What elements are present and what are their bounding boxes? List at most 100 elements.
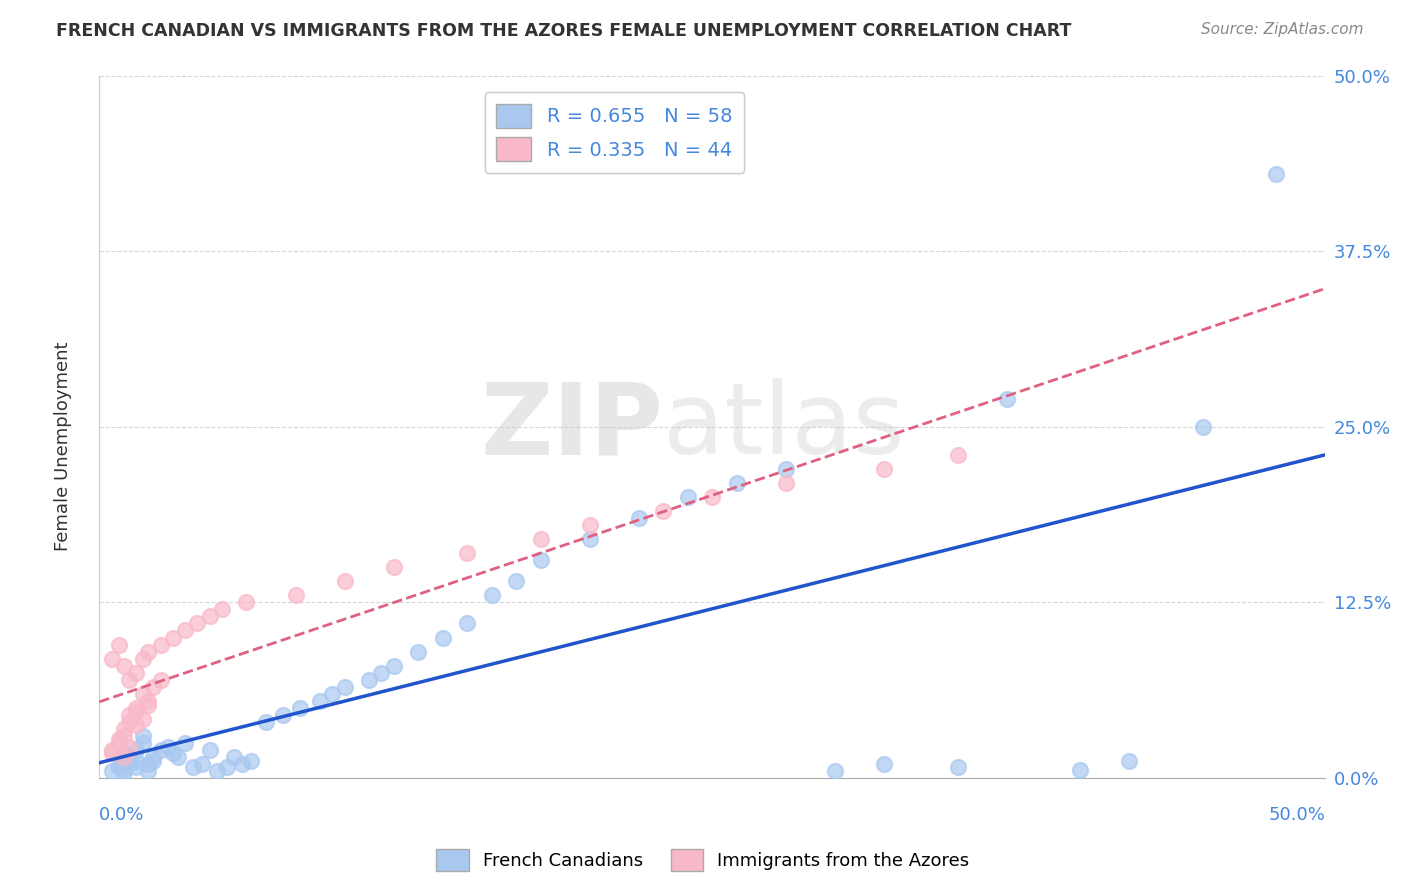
Point — [725, 475, 748, 490]
Point — [132, 736, 155, 750]
Point — [627, 511, 650, 525]
Point — [100, 743, 122, 757]
Text: atlas: atlas — [664, 378, 905, 475]
Point — [132, 687, 155, 701]
Point — [132, 729, 155, 743]
Point — [132, 712, 155, 726]
Point — [505, 574, 527, 589]
Point — [138, 756, 160, 771]
Point — [1118, 754, 1140, 768]
Legend: French Canadians, Immigrants from the Azores: French Canadians, Immigrants from the Az… — [429, 842, 977, 879]
Point — [231, 756, 253, 771]
Point — [156, 740, 179, 755]
Point — [125, 665, 148, 680]
Point — [290, 700, 312, 714]
Text: Female Unemployment: Female Unemployment — [55, 342, 72, 550]
Point — [775, 462, 797, 476]
Point — [578, 518, 600, 533]
Point — [125, 700, 148, 714]
Point — [652, 504, 675, 518]
Point — [138, 694, 160, 708]
Point — [1191, 419, 1213, 434]
Point — [181, 760, 204, 774]
Point — [186, 616, 208, 631]
Point — [174, 736, 197, 750]
Point — [309, 694, 332, 708]
Point — [118, 740, 141, 755]
Point — [254, 714, 277, 729]
Point — [198, 609, 221, 624]
Point — [873, 756, 896, 771]
Point — [357, 673, 380, 687]
Point — [191, 756, 214, 771]
Point — [235, 595, 257, 609]
Point — [702, 490, 724, 504]
Point — [333, 680, 356, 694]
Point — [198, 743, 221, 757]
Point — [112, 765, 135, 780]
Point — [946, 448, 969, 462]
Point — [112, 746, 135, 760]
Point — [108, 760, 131, 774]
Point — [271, 707, 294, 722]
Point — [142, 680, 165, 694]
Point — [995, 392, 1018, 406]
Point — [162, 631, 184, 645]
Point — [676, 490, 699, 504]
Point — [224, 750, 246, 764]
Point — [108, 736, 131, 750]
Text: ZIP: ZIP — [481, 378, 664, 475]
Point — [873, 462, 896, 476]
Point — [118, 707, 141, 722]
Point — [215, 760, 238, 774]
Point — [138, 698, 160, 712]
Point — [211, 602, 233, 616]
Point — [125, 754, 148, 768]
Point — [138, 764, 160, 778]
Text: 50.0%: 50.0% — [1268, 806, 1326, 824]
Text: FRENCH CANADIAN VS IMMIGRANTS FROM THE AZORES FEMALE UNEMPLOYMENT CORRELATION CH: FRENCH CANADIAN VS IMMIGRANTS FROM THE A… — [56, 22, 1071, 40]
Text: 0.0%: 0.0% — [100, 806, 145, 824]
Point — [530, 553, 553, 567]
Point — [406, 644, 429, 658]
Point — [100, 746, 122, 760]
Point — [100, 651, 122, 665]
Point — [382, 560, 405, 574]
Point — [125, 760, 148, 774]
Point — [530, 532, 553, 546]
Point — [142, 754, 165, 768]
Point — [205, 764, 228, 778]
Point — [132, 651, 155, 665]
Point — [118, 756, 141, 771]
Point — [284, 588, 307, 602]
Point — [112, 722, 135, 736]
Point — [775, 475, 797, 490]
Point — [824, 764, 846, 778]
Point — [142, 750, 165, 764]
Point — [118, 714, 141, 729]
Point — [370, 665, 392, 680]
Point — [481, 588, 503, 602]
Point — [946, 760, 969, 774]
Point — [456, 546, 478, 560]
Point — [108, 760, 131, 774]
Point — [138, 644, 160, 658]
Point — [162, 746, 184, 760]
Point — [1265, 167, 1288, 181]
Point — [112, 658, 135, 673]
Point — [112, 763, 135, 777]
Point — [100, 764, 122, 778]
Point — [174, 624, 197, 638]
Point — [149, 743, 172, 757]
Point — [321, 687, 343, 701]
Point — [108, 638, 131, 652]
Point — [125, 704, 148, 718]
Legend: R = 0.655   N = 58, R = 0.335   N = 44: R = 0.655 N = 58, R = 0.335 N = 44 — [485, 92, 744, 173]
Point — [108, 731, 131, 746]
Point — [112, 729, 135, 743]
Point — [149, 638, 172, 652]
Text: Source: ZipAtlas.com: Source: ZipAtlas.com — [1201, 22, 1364, 37]
Point — [1069, 763, 1091, 777]
Point — [432, 631, 454, 645]
Point — [125, 743, 148, 757]
